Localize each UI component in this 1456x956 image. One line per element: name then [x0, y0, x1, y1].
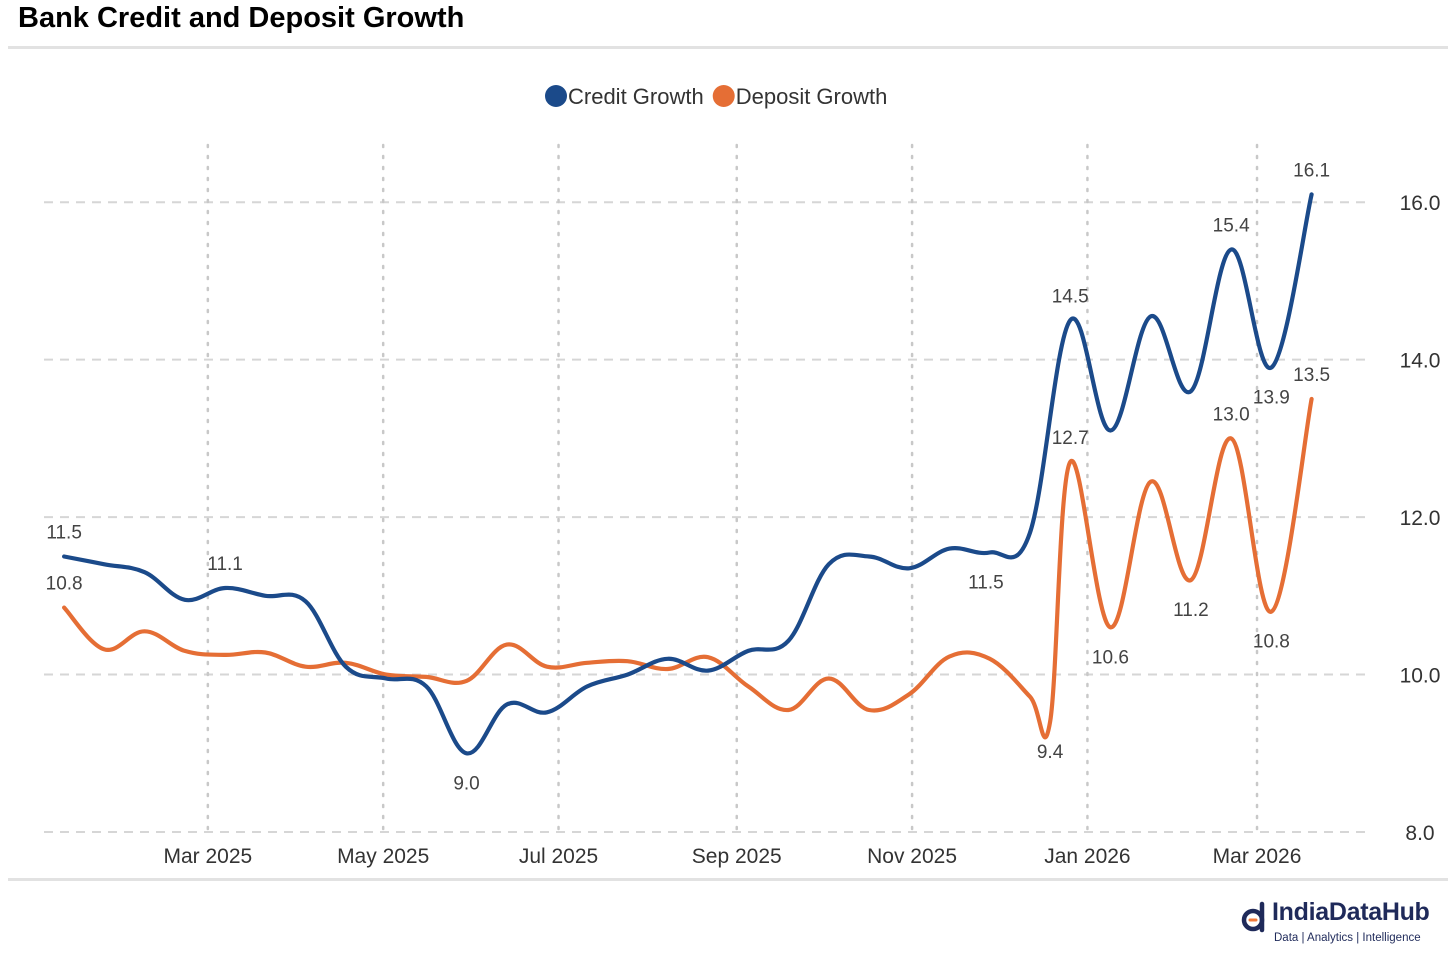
data-label: 13.5 [1293, 365, 1330, 386]
y-tick-label: 14.0 [1400, 350, 1441, 373]
credit-growth-line [61, 192, 1314, 756]
title-divider [8, 46, 1448, 49]
y-tick-label: 10.0 [1400, 665, 1441, 688]
indiadatahub-logo: IndiaDataHub Data | Analytics | Intellig… [1240, 898, 1450, 950]
legend: Credit Growth Deposit Growth [545, 84, 887, 109]
data-label: 14.5 [1052, 286, 1089, 307]
data-label: 10.8 [1253, 632, 1290, 653]
data-label: 13.0 [1213, 404, 1250, 425]
x-tick-label: Sep 2025 [692, 845, 782, 868]
data-label: 13.9 [1253, 388, 1290, 409]
data-label: 11.1 [207, 554, 243, 575]
y-tick-label: 8.0 [1405, 822, 1434, 845]
legend-label: Credit Growth [568, 84, 704, 109]
gridlines [44, 143, 1370, 834]
data-label: 12.7 [1052, 428, 1089, 449]
legend-marker [545, 85, 567, 107]
logo-name: IndiaDataHub [1272, 898, 1430, 926]
x-axis-ticks: Mar 2025 May 2025 Jul 2025 Sep 2025 Nov 2025… [163, 845, 1301, 868]
x-tick-label: Mar 2026 [1213, 845, 1302, 868]
legend-marker [712, 85, 735, 107]
data-label: 9.4 [1037, 742, 1064, 763]
data-label: 9.0 [453, 773, 479, 794]
y-axis-ticks: 8.0 10.0 12.0 14.0 16.0 [1400, 192, 1441, 845]
logo-mark-icon [1241, 901, 1265, 933]
x-tick-label: Jan 2026 [1044, 845, 1130, 868]
logo-tagline: Data | Analytics | Intelligence [1274, 932, 1421, 944]
footer-divider [8, 878, 1448, 881]
deposit-growth-line [61, 396, 1314, 740]
y-tick-label: 16.0 [1400, 192, 1441, 215]
x-tick-label: Nov 2025 [867, 845, 957, 868]
data-label: 11.5 [46, 522, 82, 543]
y-tick-label: 12.0 [1400, 507, 1441, 530]
data-label: 16.1 [1293, 160, 1330, 181]
page-title: Bank Credit and Deposit Growth [18, 2, 465, 34]
data-label: 11.5 [968, 573, 1004, 594]
data-label: 11.2 [1173, 600, 1209, 621]
x-tick-label: May 2025 [337, 845, 429, 868]
legend-label: Deposit Growth [736, 84, 888, 109]
x-tick-label: Mar 2025 [163, 845, 252, 868]
data-label: 15.4 [1213, 215, 1250, 236]
data-label: 10.8 [46, 574, 83, 595]
data-label: 10.6 [1092, 647, 1129, 668]
series-lines [61, 192, 1314, 756]
data-labels: 11.5 11.1 9.0 11.5 14.5 15.4 13.9 16.1 10.8 9.4 12… [46, 160, 1330, 794]
x-tick-label: Jul 2025 [519, 845, 598, 868]
